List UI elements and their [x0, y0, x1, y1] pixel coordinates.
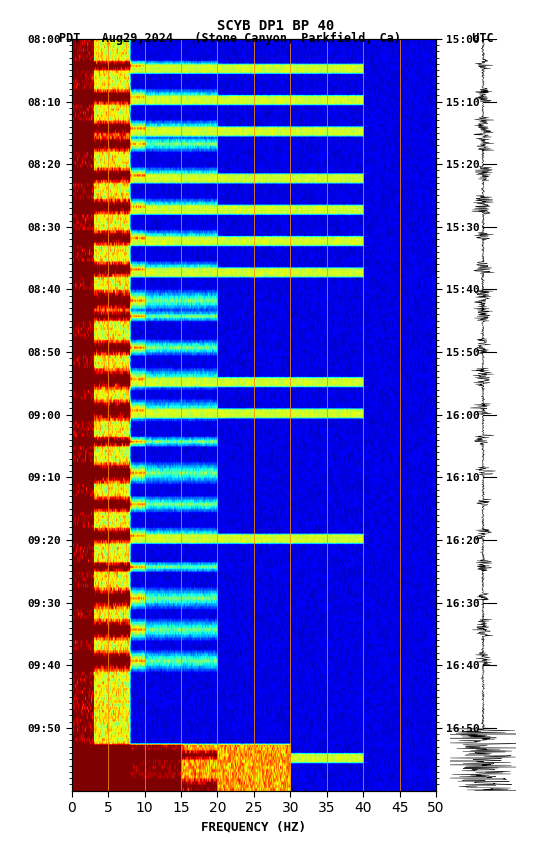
X-axis label: FREQUENCY (HZ): FREQUENCY (HZ)	[201, 821, 306, 834]
Text: PDT   Aug29,2024   (Stone Canyon, Parkfield, Ca)          UTC: PDT Aug29,2024 (Stone Canyon, Parkfield,…	[59, 32, 493, 45]
Text: SCYB DP1 BP 40: SCYB DP1 BP 40	[217, 19, 335, 33]
